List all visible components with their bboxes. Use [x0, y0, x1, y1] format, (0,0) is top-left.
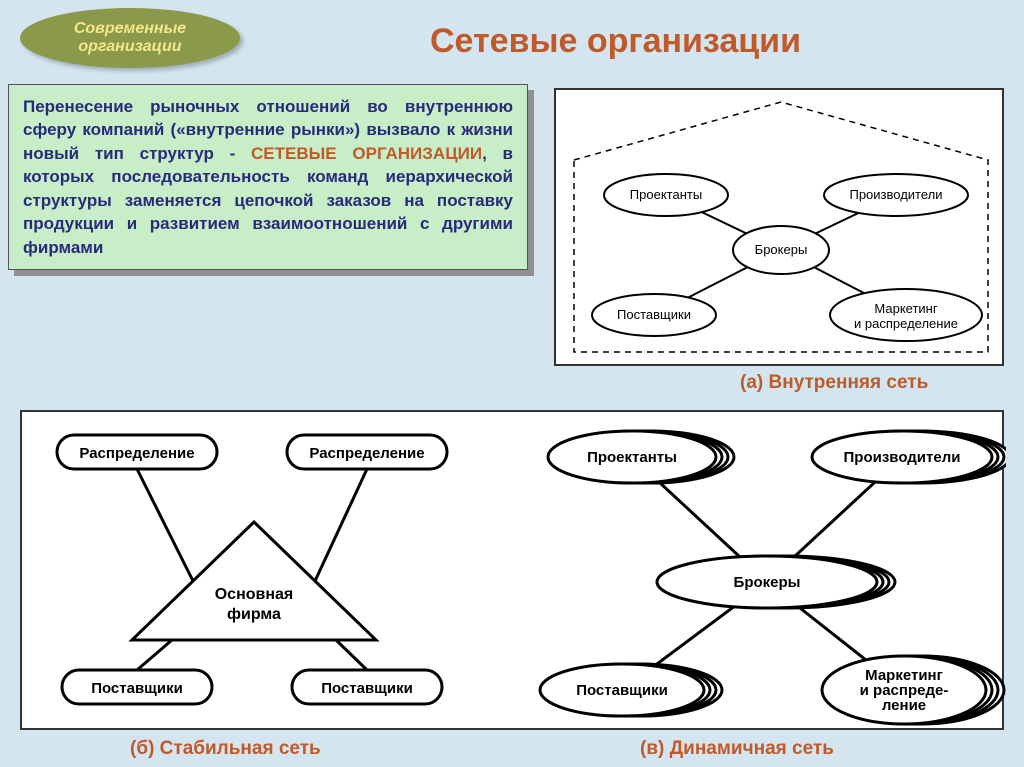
- svg-text:Брокеры: Брокеры: [734, 574, 801, 591]
- svg-text:Распределение: Распределение: [79, 445, 194, 462]
- svg-text:Производители: Производители: [844, 449, 961, 466]
- svg-text:Маркетинг: Маркетинг: [874, 301, 937, 316]
- definition-box: Перенесение рыночных отношений во внутре…: [8, 84, 528, 270]
- caption-c: (в) Динамичная сеть: [640, 738, 834, 760]
- svg-text:Основная: Основная: [215, 586, 294, 603]
- svg-text:Поставщики: Поставщики: [91, 680, 183, 697]
- page-title: Сетевые организации: [430, 22, 801, 61]
- svg-text:Поставщики: Поставщики: [576, 682, 668, 699]
- badge-modern-org: Современные организации: [20, 8, 240, 68]
- panel-stable-dynamic: Распределение Распределение Поставщики Пост…: [20, 410, 1004, 730]
- badge-line1: Современные: [74, 20, 186, 37]
- caption-b: (б) Стабильная сеть: [130, 738, 321, 760]
- panel-internal-network: Брокеры Проектанты Производители Поставщики…: [554, 88, 1004, 366]
- caption-a: (а) Внутренняя сеть: [740, 372, 928, 394]
- definition-shadow: Перенесение рыночных отношений во внутре…: [14, 90, 534, 276]
- svg-text:и распределение: и распределение: [854, 316, 958, 331]
- svg-text:Проектанты: Проектанты: [630, 187, 702, 202]
- diagram-bc-svg: Распределение Распределение Поставщики Пост…: [22, 412, 1006, 732]
- svg-text:Поставщики: Поставщики: [321, 680, 413, 697]
- svg-text:Поставщики: Поставщики: [617, 307, 691, 322]
- svg-text:Производители: Производители: [849, 187, 942, 202]
- svg-text:Брокеры: Брокеры: [755, 242, 808, 257]
- diagram-a-svg: Брокеры Проектанты Производители Поставщики…: [556, 90, 1006, 368]
- svg-text:Распределение: Распределение: [309, 445, 424, 462]
- svg-text:фирма: фирма: [227, 606, 281, 623]
- svg-text:ление: ление: [882, 697, 926, 714]
- def-highlight: СЕТЕВЫЕ ОРГАНИЗАЦИИ: [251, 144, 482, 163]
- badge-line2: организации: [78, 38, 181, 55]
- svg-text:Проектанты: Проектанты: [587, 449, 677, 466]
